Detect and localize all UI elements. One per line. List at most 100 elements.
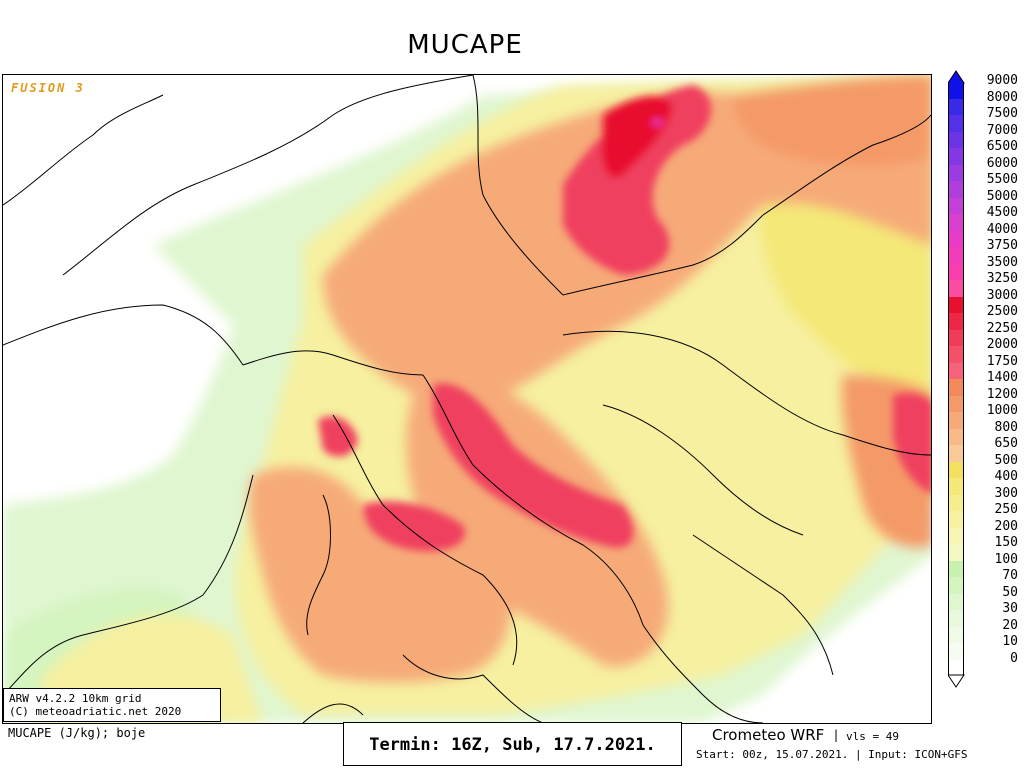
legend-swatch (948, 296, 964, 313)
legend-label: 300 (994, 485, 1018, 501)
legend-swatch (948, 230, 964, 247)
legend-row: 30 (948, 601, 1024, 627)
legend-label: 30 (1002, 601, 1018, 616)
legend-swatch (948, 395, 964, 412)
legend-label: 2250 (986, 320, 1018, 336)
legend-label: 6500 (986, 139, 1018, 154)
high-cape-cores (318, 85, 931, 552)
legend-row: 2250 (948, 321, 1024, 346)
valid-time: Termin: 16Z, Sub, 17.7.2021. (369, 735, 656, 755)
legend-label: 4500 (986, 205, 1018, 220)
legend-swatch (948, 428, 964, 445)
legend-label: 150 (994, 535, 1018, 550)
legend-label: 650 (994, 436, 1018, 451)
legend-label: 3500 (986, 254, 1018, 270)
legend-swatch (948, 379, 964, 396)
legend-swatch (948, 82, 964, 99)
legend-row: 9000 (948, 73, 1024, 99)
color-legend: 9000 8000 7500 7000 6500 6000 5500 5000 4500 4000… (948, 70, 1024, 696)
footer-bar: MUCAPE (J/kg); boje Termin: 16Z, Sub, 17… (2, 722, 1002, 767)
legend-label: 250 (994, 502, 1018, 517)
legend-row: 5000 (948, 189, 1024, 214)
legend-swatch (948, 511, 964, 528)
run-start-input: Start: 00z, 15.07.2021. | Input: ICON+GF… (696, 748, 968, 761)
legend-swatch (948, 659, 964, 676)
legend-row: 400 (948, 469, 1024, 495)
legend-row: 3250 (948, 271, 1024, 297)
legend-row: 300 (948, 486, 1024, 511)
legend-row: 5500 (948, 172, 1024, 198)
legend-label: 1750 (986, 353, 1018, 369)
legend-row: 1400 (948, 370, 1024, 396)
legend-row: 4500 (948, 205, 1024, 231)
copyright: (C) meteoadriatic.net 2020 (9, 705, 182, 718)
legend-swatch (948, 98, 964, 115)
legend-label: 20 (1002, 617, 1018, 633)
legend-swatch (948, 263, 964, 280)
legend-label: 100 (994, 551, 1018, 567)
legend-swatch (948, 313, 964, 330)
map-title: MUCAPE (407, 30, 523, 60)
fusion-watermark: FUSION 3 (11, 81, 85, 95)
legend-swatch (948, 527, 964, 544)
legend-label: 4000 (986, 221, 1018, 237)
legend-row: 2500 (948, 304, 1024, 330)
legend-swatch (948, 214, 964, 231)
legend-row: 4000 (948, 222, 1024, 247)
legend-swatch (948, 445, 964, 462)
legend-row: 800 (948, 420, 1024, 445)
legend-label: 8000 (986, 89, 1018, 105)
legend-label: 6000 (986, 155, 1018, 171)
map-area[interactable]: FUSION 3 (2, 74, 932, 724)
legend-row: 70 (948, 568, 1024, 594)
legend-swatch (948, 494, 964, 511)
legend-row: 3000 (948, 288, 1024, 313)
legend-label: 1400 (986, 370, 1018, 385)
legend-row: 1200 (948, 387, 1024, 412)
legend-bottom-arrow (948, 674, 965, 688)
legend-row: 150 (948, 535, 1024, 561)
legend-swatch (948, 626, 964, 643)
info-box: ARW v4.2.2 10km grid (C) meteoadriatic.n… (3, 688, 221, 722)
legend-swatch (948, 577, 964, 594)
legend-label: 2500 (986, 304, 1018, 319)
legend-swatch (948, 197, 964, 214)
legend-swatch (948, 544, 964, 561)
legend-label: 7500 (986, 106, 1018, 121)
legend-row: 8000 (948, 90, 1024, 115)
coastlines-borders (3, 75, 931, 723)
units-label: MUCAPE (J/kg); boje (8, 726, 146, 740)
legend-label: 70 (1002, 568, 1018, 583)
separator: | (834, 728, 839, 742)
legend-swatch (948, 164, 964, 181)
legend-row: 0 (948, 651, 1024, 676)
legend-row: 6500 (948, 139, 1024, 165)
legend-label: 3250 (986, 271, 1018, 286)
legend-row: 50 (948, 585, 1024, 610)
legend-swatch (948, 346, 964, 363)
legend-swatch (948, 181, 964, 198)
legend-swatch (948, 461, 964, 478)
legend-row: 3750 (948, 238, 1024, 264)
legend-row: 20 (948, 618, 1024, 643)
legend-row: 650 (948, 436, 1024, 462)
legend-swatch (948, 593, 964, 610)
legend-label: 9000 (986, 73, 1018, 88)
legend-row: 10 (948, 634, 1024, 660)
legend-swatch (948, 115, 964, 132)
model-name: Crometeo WRF (712, 726, 825, 744)
legend-row: 7000 (948, 123, 1024, 148)
legend-label: 5500 (986, 172, 1018, 187)
legend-swatch (948, 148, 964, 165)
legend-label: 500 (994, 452, 1018, 468)
legend-row: 3500 (948, 255, 1024, 280)
legend-swatch (948, 247, 964, 264)
legend-row: 6000 (948, 156, 1024, 181)
legend-swatch (948, 412, 964, 429)
mucape-field-map (3, 75, 931, 723)
legend-label: 3000 (986, 287, 1018, 303)
legend-swatch (948, 478, 964, 495)
legend-swatch (948, 362, 964, 379)
legend-swatch (948, 643, 964, 660)
legend-label: 200 (994, 518, 1018, 534)
